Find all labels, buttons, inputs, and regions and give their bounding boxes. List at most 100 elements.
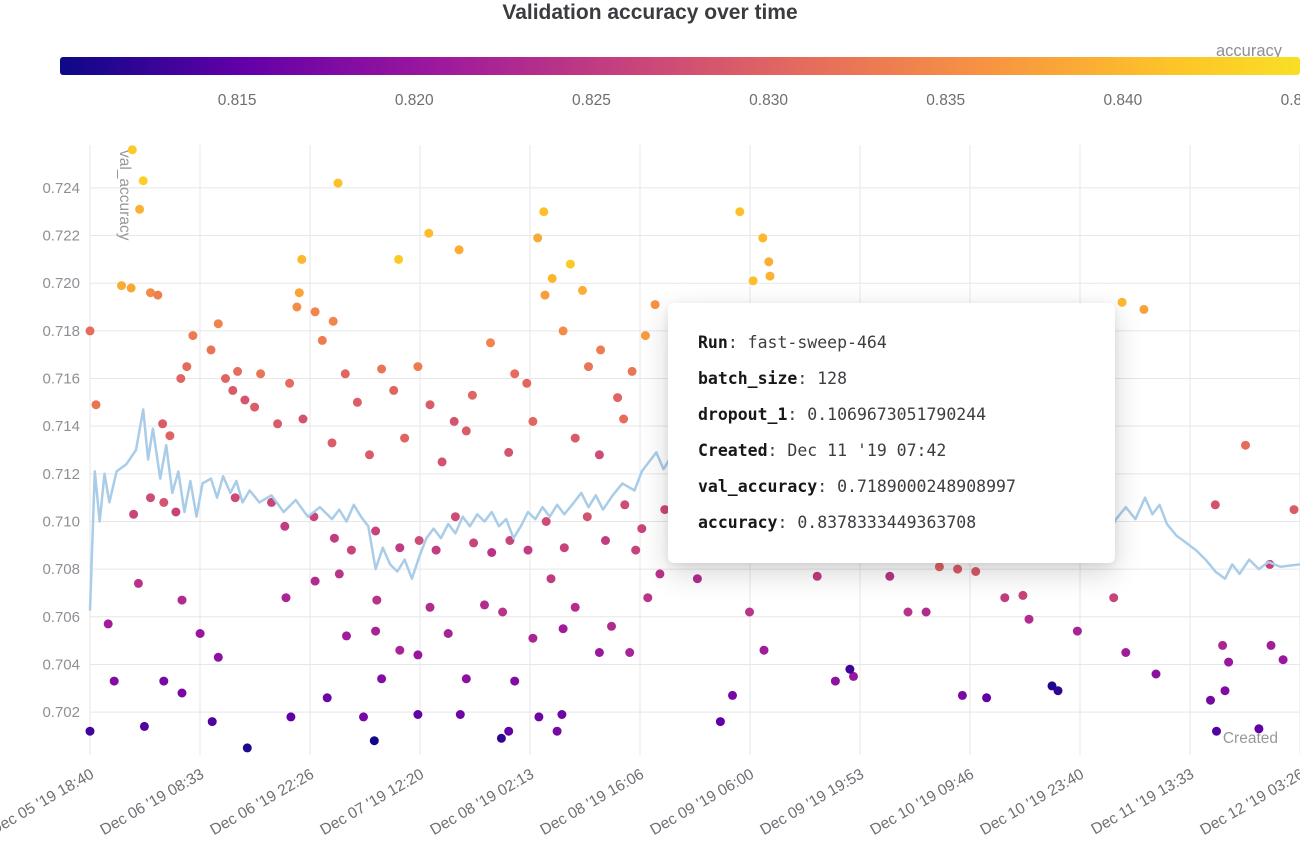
- scatter-point[interactable]: [467, 390, 477, 400]
- scatter-point[interactable]: [1218, 640, 1228, 650]
- scatter-point[interactable]: [377, 364, 387, 374]
- scatter-point[interactable]: [425, 602, 435, 612]
- scatter-plot[interactable]: 0.702 0.704 0.706 0.708 0.710 0.712 0.714 0.716…: [0, 130, 1300, 864]
- scatter-point[interactable]: [85, 726, 95, 736]
- scatter-point[interactable]: [327, 438, 337, 448]
- scatter-point[interactable]: [454, 245, 464, 255]
- scatter-point[interactable]: [504, 726, 514, 736]
- scatter-point[interactable]: [1117, 297, 1127, 307]
- scatter-point[interactable]: [328, 316, 338, 326]
- scatter-point[interactable]: [292, 302, 302, 312]
- scatter-point[interactable]: [126, 283, 136, 293]
- scatter-point[interactable]: [153, 290, 163, 300]
- scatter-point[interactable]: [486, 338, 495, 348]
- scatter-point[interactable]: [728, 690, 737, 700]
- scatter-point[interactable]: [129, 509, 139, 519]
- scatter-point[interactable]: [469, 538, 479, 548]
- scatter-point[interactable]: [934, 562, 944, 572]
- scatter-point[interactable]: [413, 650, 423, 660]
- scatter-point[interactable]: [298, 414, 308, 424]
- scatter-point[interactable]: [764, 257, 774, 267]
- scatter-point[interactable]: [138, 176, 148, 186]
- scatter-point[interactable]: [565, 259, 575, 269]
- scatter-point[interactable]: [340, 369, 350, 379]
- scatter-point[interactable]: [510, 369, 520, 379]
- scatter-point[interactable]: [637, 524, 647, 534]
- scatter-point[interactable]: [1278, 655, 1288, 665]
- scatter-point[interactable]: [765, 271, 775, 281]
- scatter-point[interactable]: [195, 629, 205, 638]
- scatter-point[interactable]: [631, 545, 641, 555]
- scatter-point[interactable]: [522, 378, 532, 388]
- scatter-point[interactable]: [660, 505, 670, 515]
- scatter-point[interactable]: [400, 433, 410, 443]
- scatter-point[interactable]: [389, 385, 399, 395]
- scatter-point[interactable]: [1289, 505, 1299, 515]
- scatter-point[interactable]: [221, 374, 230, 383]
- scatter-point[interactable]: [558, 624, 568, 634]
- scatter-point[interactable]: [177, 688, 187, 698]
- scatter-point[interactable]: [424, 228, 434, 238]
- scatter-point[interactable]: [640, 331, 650, 341]
- scatter-point[interactable]: [480, 600, 489, 610]
- scatter-point[interactable]: [285, 378, 295, 388]
- scatter-point[interactable]: [971, 567, 981, 576]
- scatter-point[interactable]: [455, 710, 465, 719]
- scatter-point[interactable]: [171, 507, 181, 517]
- scatter-point[interactable]: [103, 619, 113, 629]
- scatter-point[interactable]: [885, 571, 895, 581]
- scatter-point[interactable]: [377, 674, 387, 684]
- scatter-point[interactable]: [578, 285, 587, 295]
- scatter-point[interactable]: [159, 497, 169, 507]
- scatter-point[interactable]: [570, 433, 580, 443]
- scatter-point[interactable]: [1121, 648, 1131, 657]
- scatter-point[interactable]: [228, 385, 238, 395]
- scatter-point[interactable]: [903, 607, 913, 617]
- scatter-point[interactable]: [655, 569, 665, 579]
- scatter-point[interactable]: [1224, 657, 1234, 667]
- scatter-point[interactable]: [437, 457, 447, 467]
- scatter-point[interactable]: [613, 393, 623, 403]
- scatter-point[interactable]: [280, 521, 290, 531]
- scatter-point[interactable]: [552, 726, 562, 736]
- scatter-point[interactable]: [570, 602, 580, 612]
- scatter-point[interactable]: [1139, 304, 1149, 314]
- scatter-point[interactable]: [1109, 593, 1119, 603]
- scatter-point[interactable]: [256, 369, 266, 379]
- scatter-point[interactable]: [921, 607, 931, 617]
- scatter-point[interactable]: [496, 733, 506, 743]
- scatter-point[interactable]: [487, 548, 497, 557]
- scatter-point[interactable]: [1151, 669, 1161, 679]
- scatter-point[interactable]: [461, 674, 471, 684]
- scatter-point[interactable]: [1047, 681, 1057, 691]
- scatter-point[interactable]: [523, 545, 533, 555]
- scatter-point[interactable]: [533, 233, 543, 243]
- scatter-point[interactable]: [547, 273, 557, 283]
- scatter-point[interactable]: [369, 736, 379, 746]
- scatter-point[interactable]: [510, 676, 520, 686]
- scatter-point[interactable]: [461, 426, 471, 436]
- scatter-point[interactable]: [414, 536, 424, 545]
- scatter-point[interactable]: [498, 607, 508, 617]
- scatter-point[interactable]: [281, 593, 291, 603]
- scatter-point[interactable]: [91, 400, 101, 410]
- scatter-point[interactable]: [601, 536, 610, 545]
- scatter-point[interactable]: [176, 374, 186, 383]
- scatter-point[interactable]: [759, 645, 769, 655]
- scatter-point[interactable]: [953, 564, 963, 574]
- scatter-point[interactable]: [449, 416, 459, 426]
- scatter-point[interactable]: [322, 693, 332, 703]
- scatter-point[interactable]: [528, 633, 538, 643]
- scatter-point[interactable]: [619, 414, 629, 424]
- scatter-point[interactable]: [594, 450, 604, 460]
- scatter-point[interactable]: [146, 288, 155, 298]
- scatter-point[interactable]: [159, 676, 169, 686]
- scatter-point[interactable]: [127, 145, 137, 155]
- scatter-point[interactable]: [188, 331, 198, 341]
- scatter-point[interactable]: [310, 307, 320, 317]
- scatter-point[interactable]: [371, 626, 381, 636]
- scatter-point[interactable]: [334, 569, 344, 579]
- scatter-point[interactable]: [365, 450, 374, 460]
- scatter-point[interactable]: [213, 652, 223, 662]
- scatter-point[interactable]: [352, 397, 362, 407]
